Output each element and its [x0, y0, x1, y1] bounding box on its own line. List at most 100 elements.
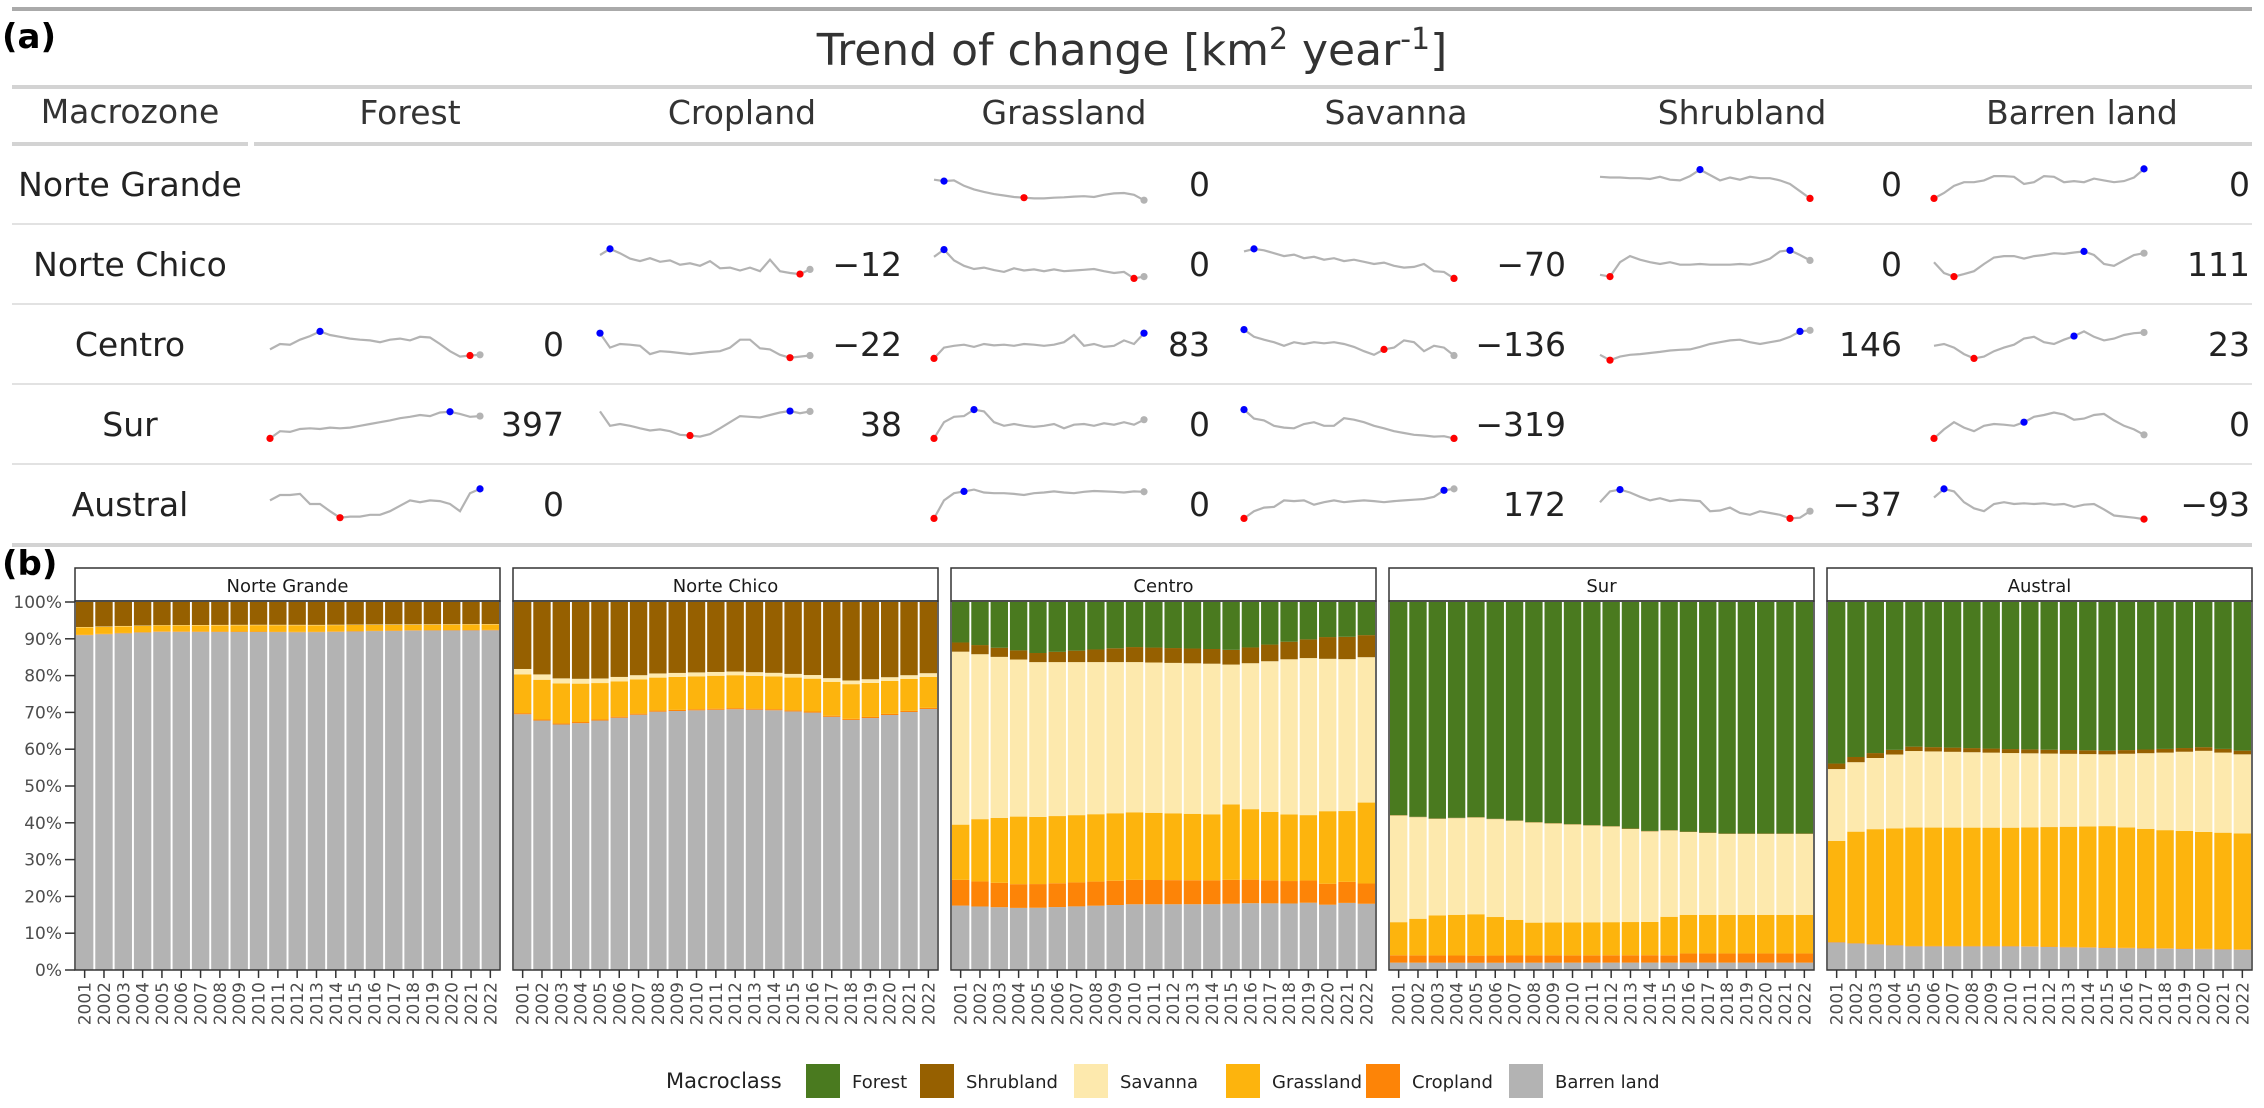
x-tick-label: 2008 — [1087, 982, 1107, 1025]
bar-segment-grassland — [861, 682, 880, 717]
bar-segment-shrubland — [610, 602, 628, 677]
bar-segment-forest — [1866, 602, 1884, 754]
bar-segment-savanna — [1757, 833, 1775, 915]
bar-segment-grassland — [1699, 914, 1717, 954]
bar-segment-cropland — [1563, 955, 1582, 963]
sparkline — [269, 330, 481, 358]
sparkline-last-point — [2140, 249, 2148, 257]
bar-segment-savanna — [823, 678, 841, 682]
bar-segment-savanna — [2117, 753, 2136, 828]
bar-segment-cropland — [1048, 883, 1066, 908]
bar-segment-cropland — [881, 713, 899, 715]
bar-segment-barren-land — [1164, 904, 1182, 970]
bar-segment-shrubland — [1982, 748, 2000, 753]
bar-segment-cropland — [1795, 953, 1814, 963]
x-tick-label: 2001 — [76, 982, 96, 1025]
bar-segment-savanna — [513, 668, 532, 675]
bar-segment-grassland — [404, 624, 422, 631]
sparkline — [1933, 250, 2145, 278]
bar-segment-grassland — [1389, 922, 1408, 956]
bar-segment-grassland — [1621, 922, 1640, 956]
trend-value: 0 — [1189, 405, 1210, 444]
x-tick-label: 2016 — [365, 982, 385, 1025]
bar-segment-grassland — [919, 676, 938, 708]
bar-segment-forest — [1982, 602, 2000, 749]
bar-segment-grassland — [1203, 814, 1221, 881]
bar-segment-grassland — [1319, 811, 1337, 884]
x-tick-label: 2001 — [1828, 982, 1848, 1025]
bar-segment-shrubland — [2137, 749, 2155, 754]
bar-segment-shrubland — [2059, 750, 2078, 754]
bar-segment-savanna — [1409, 817, 1427, 919]
bar-segment-grassland — [1087, 814, 1105, 882]
bar-segment-barren-land — [1505, 962, 1524, 970]
x-tick-label: 2014 — [1203, 982, 1223, 1025]
trend-value: 146 — [1839, 325, 1902, 364]
bar-segment-barren-land — [1009, 907, 1028, 970]
bar-segment-barren-land — [75, 635, 94, 970]
bar-segment-shrubland — [1125, 647, 1144, 663]
bar-segment-forest — [2233, 602, 2252, 751]
bar-segment-grassland — [1222, 804, 1240, 880]
bar-segment-savanna — [649, 673, 667, 678]
bar-segment-shrubland — [404, 602, 422, 625]
sparkline-min-point — [1930, 194, 1938, 202]
cell-austral-savanna: 172 — [1240, 485, 1566, 524]
bar-segment-grassland — [1563, 922, 1582, 956]
bar-segment-grassland — [1409, 918, 1427, 956]
bar-segment-grassland — [823, 681, 841, 716]
bar-segment-shrubland — [1203, 649, 1221, 664]
table-row-norte-grande: Norte Grande 0 0 0 — [18, 165, 2250, 204]
bar-segment-cropland — [668, 709, 686, 711]
bar-segment-barren-land — [1467, 962, 1485, 970]
x-tick-label: 2005 — [1029, 982, 1049, 1025]
legend-swatch — [1074, 1064, 1108, 1098]
bar-segment-savanna — [861, 679, 880, 683]
bar-segment-savanna — [784, 673, 802, 678]
column-headers: Forest Cropland Grassland Savanna Shrubland B… — [254, 93, 2252, 146]
y-axis: 0% 10% 20% 30% 40% 50% 60% 70% 80% 90% 100% — [13, 593, 75, 981]
sparkline — [269, 487, 481, 519]
trend-value: −93 — [2180, 485, 2250, 524]
bar-segment-savanna — [1222, 664, 1240, 805]
bar-segment-cropland — [1583, 955, 1601, 963]
bar-segment-cropland — [745, 708, 764, 710]
sparkline-max-point — [1240, 326, 1248, 334]
x-tick-label: 2020 — [1319, 982, 1339, 1025]
bar-segment-forest — [1467, 602, 1485, 818]
sparkline — [599, 332, 811, 359]
x-tick-label: 2018 — [1718, 982, 1738, 1025]
bar-segment-cropland — [533, 719, 551, 721]
x-tick-label: 2011 — [1583, 982, 1603, 1025]
bar-segment-forest — [1203, 602, 1221, 650]
bar-segment-forest — [1602, 602, 1620, 827]
bar-segment-forest — [1241, 602, 1260, 648]
bar-segment-shrubland — [784, 602, 802, 674]
bar-segment-barren-land — [1699, 962, 1717, 970]
bar-segment-cropland — [990, 882, 1008, 908]
bar-segment-grassland — [269, 625, 287, 632]
bar-segment-shrubland — [1827, 763, 1846, 770]
bar-segment-shrubland — [307, 602, 326, 625]
bar-segment-forest — [1222, 602, 1240, 650]
cell-sur-grassland: 0 — [930, 405, 1210, 444]
sparkline-max-point — [606, 245, 614, 253]
bar-segment-shrubland — [552, 602, 570, 679]
cell-norte-chico-savanna: −70 — [1243, 245, 1566, 284]
x-tick-label: 2006 — [172, 982, 192, 1025]
bar-segment-grassland — [1447, 914, 1466, 956]
bar-segment-barren-land — [1885, 945, 1904, 970]
bar-segment-shrubland — [2021, 749, 2039, 754]
bar-segment-savanna — [1943, 751, 1962, 828]
bar-segment-shrubland — [1145, 647, 1163, 663]
bar-segment-cropland — [629, 713, 648, 715]
x-tick-label: 2021 — [1776, 982, 1796, 1025]
bar-segment-barren-land — [1544, 962, 1562, 970]
x-tick-label: 2010 — [2002, 982, 2022, 1025]
trend-value: −22 — [832, 325, 902, 364]
bar-segment-grassland — [842, 684, 860, 719]
bar-segment-barren-land — [443, 630, 461, 970]
bar-segment-shrubland — [385, 602, 403, 625]
